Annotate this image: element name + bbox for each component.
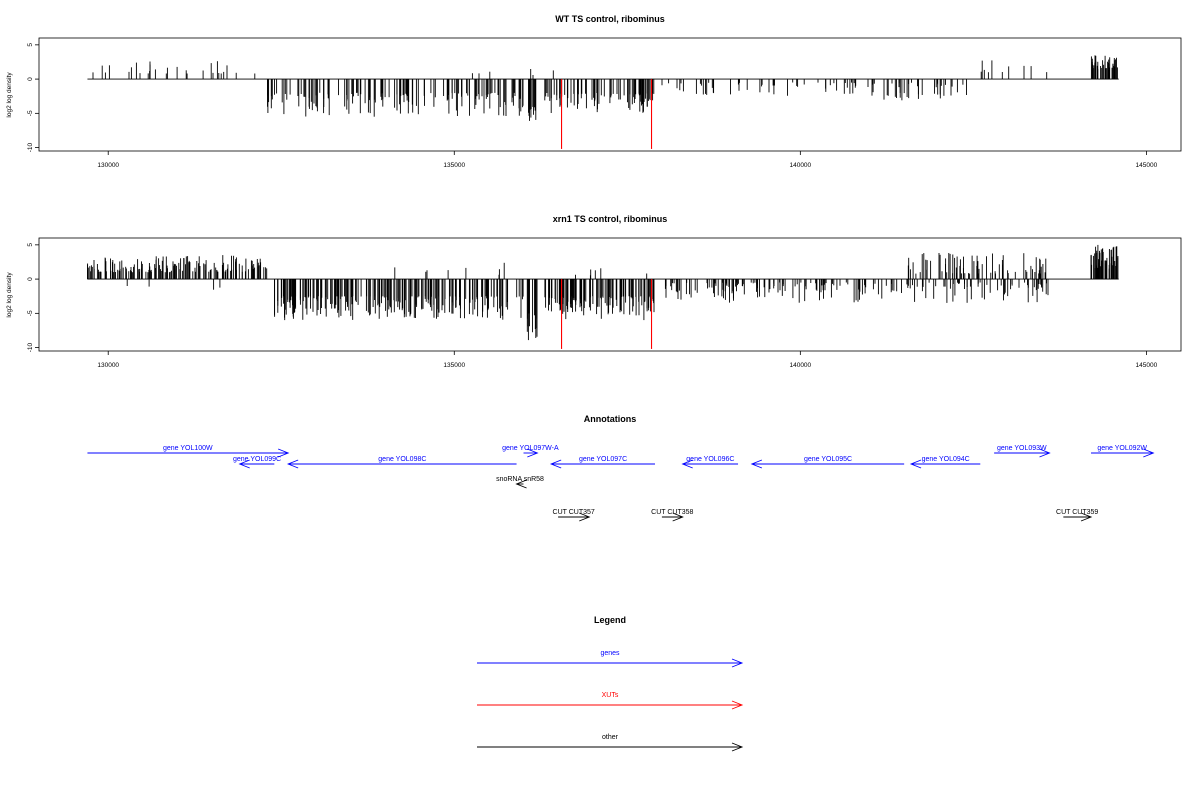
annotation-feature: CUT CUT358 <box>651 509 694 522</box>
x-tick-label: 145000 <box>1136 362 1158 369</box>
feature-label: gene YOL095C <box>804 456 852 463</box>
feature-arrow-head <box>549 459 562 469</box>
annotation-feature: gene YOL096C <box>681 456 739 469</box>
annotation-feature: gene YOL093W <box>994 445 1051 458</box>
legend-item: other <box>477 734 744 752</box>
xrn1-panel-title: xrn1 TS control, ribominus <box>553 214 668 224</box>
feature-label: gene YOL094C <box>922 456 970 463</box>
feature-arrow-head <box>515 479 527 489</box>
feature-arrow-head <box>750 459 763 469</box>
x-tick-label: 140000 <box>789 162 811 169</box>
x-tick-label: 140000 <box>789 362 811 369</box>
x-tick-label: 145000 <box>1136 162 1158 169</box>
annotation-feature: gene YOL097C <box>549 456 655 469</box>
y-tick-label: 5 <box>27 43 34 47</box>
feature-arrow-head <box>286 459 299 469</box>
feature-label: gene YOL099C <box>233 456 281 463</box>
xrn1-density-panel: xrn1 TS control, ribominus log2 log dens… <box>6 214 1182 369</box>
x-tick-label: 130000 <box>97 162 119 169</box>
feature-label: gene YOL097W-A <box>502 445 559 452</box>
feature-label: snoRNA snR58 <box>496 476 544 483</box>
feature-arrow-head <box>527 448 539 458</box>
wt-density-panel: WT TS control, ribominus log2 log densit… <box>6 14 1182 169</box>
annotation-feature: gene YOL098C <box>286 456 517 469</box>
feature-label: gene YOL097C <box>579 456 627 463</box>
annotation-feature: snoRNA snR58 <box>496 476 544 489</box>
legend-item-label: other <box>602 734 619 741</box>
annotation-feature: gene YOL099C <box>233 456 281 469</box>
legend-title: Legend <box>594 615 626 625</box>
feature-label: gene YOL093W <box>997 445 1047 452</box>
annotation-feature: gene YOL097W-A <box>502 445 559 458</box>
annotation-feature: gene YOL092W <box>1091 445 1155 458</box>
legend-arrow-head <box>731 658 744 668</box>
annotation-features: gene YOL100W gene YOL099C gene YOL098C gene… <box>87 445 1155 522</box>
y-tick-label: 0 <box>27 277 34 281</box>
feature-arrow-head <box>909 459 922 469</box>
feature-arrow-head <box>1143 448 1155 458</box>
xrn1-plot-frame <box>38 237 1182 352</box>
annotation-feature: CUT CUT357 <box>553 509 595 522</box>
legend-items: genes XUTs other <box>477 650 744 752</box>
y-tick-label: 5 <box>27 243 34 247</box>
legend-item: XUTs <box>477 692 744 710</box>
feature-label: gene YOL096C <box>686 456 734 463</box>
feature-arrow-head <box>238 459 250 469</box>
x-tick-label: 135000 <box>443 362 465 369</box>
feature-label: CUT CUT358 <box>651 509 693 516</box>
feature-arrow-head <box>1080 512 1093 522</box>
wt-panel-title: WT TS control, ribominus <box>555 14 665 24</box>
feature-arrow-head <box>1039 448 1051 458</box>
legend-arrow-head <box>731 700 744 710</box>
legend-item-label: genes <box>600 650 620 657</box>
y-tick-label: -10 <box>27 342 34 352</box>
y-tick-label: -5 <box>27 110 34 116</box>
wt-bars <box>87 55 1119 149</box>
feature-label: CUT CUT357 <box>553 509 595 516</box>
feature-label: gene YOL100W <box>163 445 213 452</box>
x-tick-label: 135000 <box>443 162 465 169</box>
xrn1-y-axis-label: log2 log density <box>6 272 13 318</box>
wt-plot-frame <box>38 37 1182 152</box>
feature-arrow-head <box>672 512 684 522</box>
xrn1-axes: 130000 135000 140000 145000 -10 -5 0 5 <box>27 243 1158 369</box>
feature-label: gene YOL098C <box>378 456 426 463</box>
wt-axes: 130000 135000 140000 145000 -10 -5 0 5 <box>27 43 1158 169</box>
legend-item: genes <box>477 650 744 668</box>
annotation-feature: gene YOL094C <box>909 456 981 469</box>
wt-y-axis-label: log2 log density <box>6 72 13 118</box>
y-tick-label: -10 <box>27 142 34 152</box>
legend-arrow-head <box>731 742 744 752</box>
annotation-feature: gene YOL095C <box>750 456 905 469</box>
feature-arrow-head <box>579 512 591 522</box>
feature-label: gene YOL092W <box>1097 445 1147 452</box>
feature-label: CUT CUT359 <box>1056 509 1098 516</box>
legend-item-label: XUTs <box>602 692 619 699</box>
feature-arrow-head <box>681 459 693 469</box>
legend: Legend genes XUTs other <box>477 615 744 752</box>
annotations-title: Annotations <box>584 414 637 424</box>
annotation-feature: gene YOL100W <box>87 445 290 458</box>
y-tick-label: 0 <box>27 77 34 81</box>
annotation-feature: CUT CUT359 <box>1056 509 1098 522</box>
feature-arrow-head <box>277 448 290 458</box>
xrn1-bars <box>87 244 1119 349</box>
y-tick-label: -5 <box>27 310 34 316</box>
x-tick-label: 130000 <box>97 362 119 369</box>
